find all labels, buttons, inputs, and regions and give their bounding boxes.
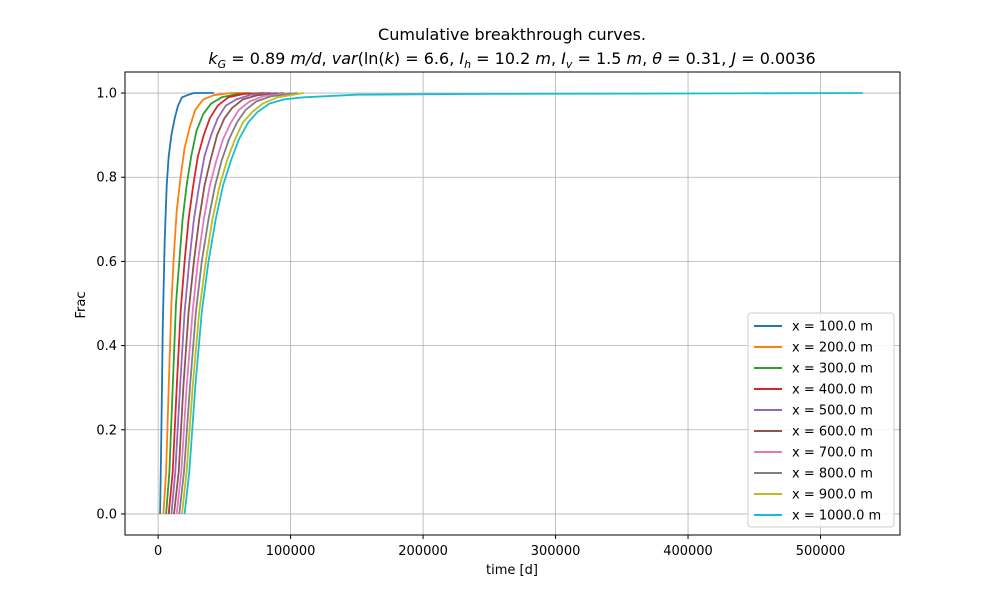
y-tick-label: 0.0	[96, 507, 117, 522]
legend-label: x = 300.0 m	[792, 362, 873, 377]
x-tick-label: 500000	[796, 544, 846, 559]
series-line	[165, 92, 265, 515]
legend: x = 100.0 m x = 200.0 m x = 300.0 m x = 400…	[747, 312, 895, 528]
series-line	[175, 92, 291, 515]
x-tick-label: 400000	[663, 544, 713, 559]
x-tick-label: 200000	[398, 544, 448, 559]
legend-label: x = 600.0 m	[792, 425, 873, 440]
x-axis-label: time [d]	[486, 563, 538, 578]
x-tick-label: 100000	[266, 544, 316, 559]
legend-label: x = 700.0 m	[792, 446, 873, 461]
x-tick-label: 0	[154, 544, 162, 559]
series-line	[183, 92, 863, 515]
plot-frame	[124, 71, 901, 536]
legend-box	[747, 312, 895, 528]
y-tick-label: 0.8	[96, 171, 117, 186]
series-line	[181, 92, 304, 515]
y-tick-label: 0.6	[96, 255, 117, 270]
series-line	[159, 92, 214, 515]
axis-ticks: 0 100000 200000 300000 400000 500000 0.0 0.2 0.4…	[96, 87, 845, 559]
chart-title: Cumulative breakthrough curves.	[378, 25, 646, 44]
legend-label: x = 400.0 m	[792, 383, 873, 398]
legend-label: x = 500.0 m	[792, 404, 873, 419]
y-tick-label: 1.0	[96, 87, 117, 102]
series-line	[167, 92, 271, 515]
series-layer	[159, 92, 863, 515]
legend-label: x = 800.0 m	[792, 467, 873, 482]
series-line	[178, 92, 298, 515]
legend-label: x = 1000.0 m	[792, 509, 881, 524]
legend-label: x = 100.0 m	[792, 320, 873, 335]
y-tick-label: 0.4	[96, 339, 117, 354]
x-tick-label: 300000	[531, 544, 581, 559]
series-line	[170, 92, 278, 515]
chart-subtitle: kG = 0.89 m/d, var(ln(k) = 6.6, Ih = 10.…	[208, 49, 815, 71]
legend-label: x = 200.0 m	[792, 341, 873, 356]
legend-label: x = 900.0 m	[792, 488, 873, 503]
y-tick-label: 0.2	[96, 423, 117, 438]
y-axis-label: Frac	[74, 292, 89, 319]
series-line	[162, 92, 251, 515]
series-line	[173, 92, 285, 515]
